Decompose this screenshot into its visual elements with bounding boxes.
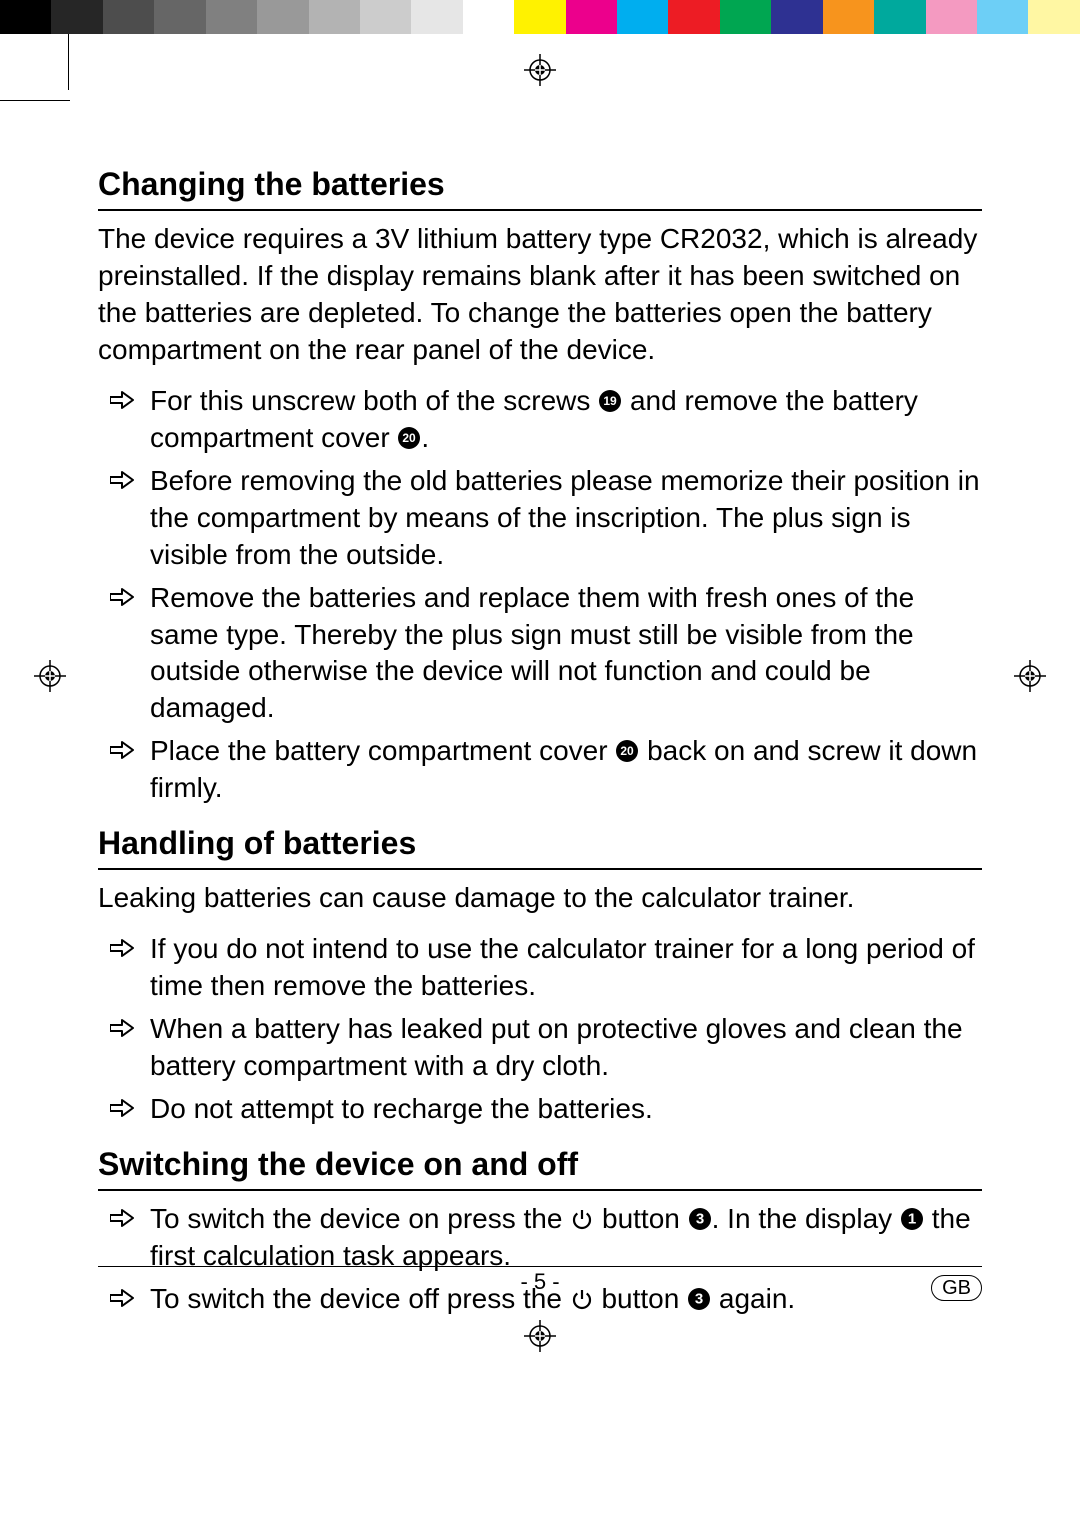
calibration-swatch bbox=[360, 0, 411, 34]
registration-mark-left bbox=[34, 660, 66, 692]
calibration-swatch bbox=[463, 0, 514, 34]
calibration-swatch bbox=[771, 0, 822, 34]
power-icon bbox=[570, 1207, 594, 1231]
registration-mark-right bbox=[1014, 660, 1046, 692]
calibration-swatch bbox=[257, 0, 308, 34]
list-item: Before removing the old batteries please… bbox=[98, 463, 982, 574]
calibration-swatch bbox=[51, 0, 102, 34]
calibration-swatch bbox=[154, 0, 205, 34]
footer-rule bbox=[98, 1266, 982, 1267]
calibration-swatch bbox=[823, 0, 874, 34]
svg-text:3: 3 bbox=[695, 1211, 703, 1228]
calibration-swatch bbox=[411, 0, 462, 34]
list-item: If you do not intend to use the calculat… bbox=[98, 931, 982, 1005]
calibration-swatch bbox=[1028, 0, 1079, 34]
svg-text:19: 19 bbox=[604, 394, 618, 408]
circled-number-1-icon: 1 bbox=[900, 1207, 924, 1231]
calibration-swatch bbox=[0, 0, 51, 34]
bullet-list: To switch the device on press the button… bbox=[98, 1201, 982, 1318]
svg-text:20: 20 bbox=[621, 744, 635, 758]
calibration-swatch bbox=[926, 0, 977, 34]
circled-number-20-icon: 20 bbox=[397, 426, 421, 450]
calibration-swatch bbox=[206, 0, 257, 34]
list-item: Remove the batteries and replace them wi… bbox=[98, 580, 982, 728]
list-item: Place the battery compartment cover 20 b… bbox=[98, 733, 982, 807]
section-heading: Changing the batteries bbox=[98, 166, 982, 211]
circled-number-3-icon: 3 bbox=[688, 1207, 712, 1231]
calibration-swatch bbox=[617, 0, 668, 34]
svg-text:1: 1 bbox=[908, 1211, 916, 1228]
section-heading: Handling of batteries bbox=[98, 825, 982, 870]
crop-line bbox=[0, 100, 70, 101]
calibration-swatch bbox=[309, 0, 360, 34]
list-item: For this unscrew both of the screws 19 a… bbox=[98, 383, 982, 457]
calibration-swatch bbox=[668, 0, 719, 34]
calibration-swatch bbox=[103, 0, 154, 34]
color-calibration-bar bbox=[0, 0, 1080, 34]
calibration-swatch bbox=[514, 0, 565, 34]
section-intro: Leaking batteries can cause damage to th… bbox=[98, 880, 982, 917]
section-heading: Switching the device on and off bbox=[98, 1146, 982, 1191]
calibration-swatch bbox=[566, 0, 617, 34]
calibration-swatch bbox=[874, 0, 925, 34]
calibration-swatch bbox=[720, 0, 771, 34]
bullet-list: For this unscrew both of the screws 19 a… bbox=[98, 383, 982, 807]
calibration-swatch bbox=[977, 0, 1028, 34]
registration-mark-top bbox=[524, 54, 556, 86]
region-badge: GB bbox=[931, 1275, 982, 1301]
list-item: When a battery has leaked put on protect… bbox=[98, 1011, 982, 1085]
circled-number-19-icon: 19 bbox=[598, 389, 622, 413]
section-intro: The device requires a 3V lithium battery… bbox=[98, 221, 982, 369]
list-item: Do not attempt to recharge the batteries… bbox=[98, 1091, 982, 1128]
svg-text:20: 20 bbox=[403, 431, 417, 445]
crop-line bbox=[68, 34, 69, 90]
page-content: Changing the batteries The device require… bbox=[98, 148, 982, 1328]
bullet-list: If you do not intend to use the calculat… bbox=[98, 931, 982, 1128]
page-number: - 5 - bbox=[0, 1269, 1080, 1295]
circled-number-20-icon: 20 bbox=[615, 739, 639, 763]
list-item: To switch the device on press the button… bbox=[98, 1201, 982, 1275]
